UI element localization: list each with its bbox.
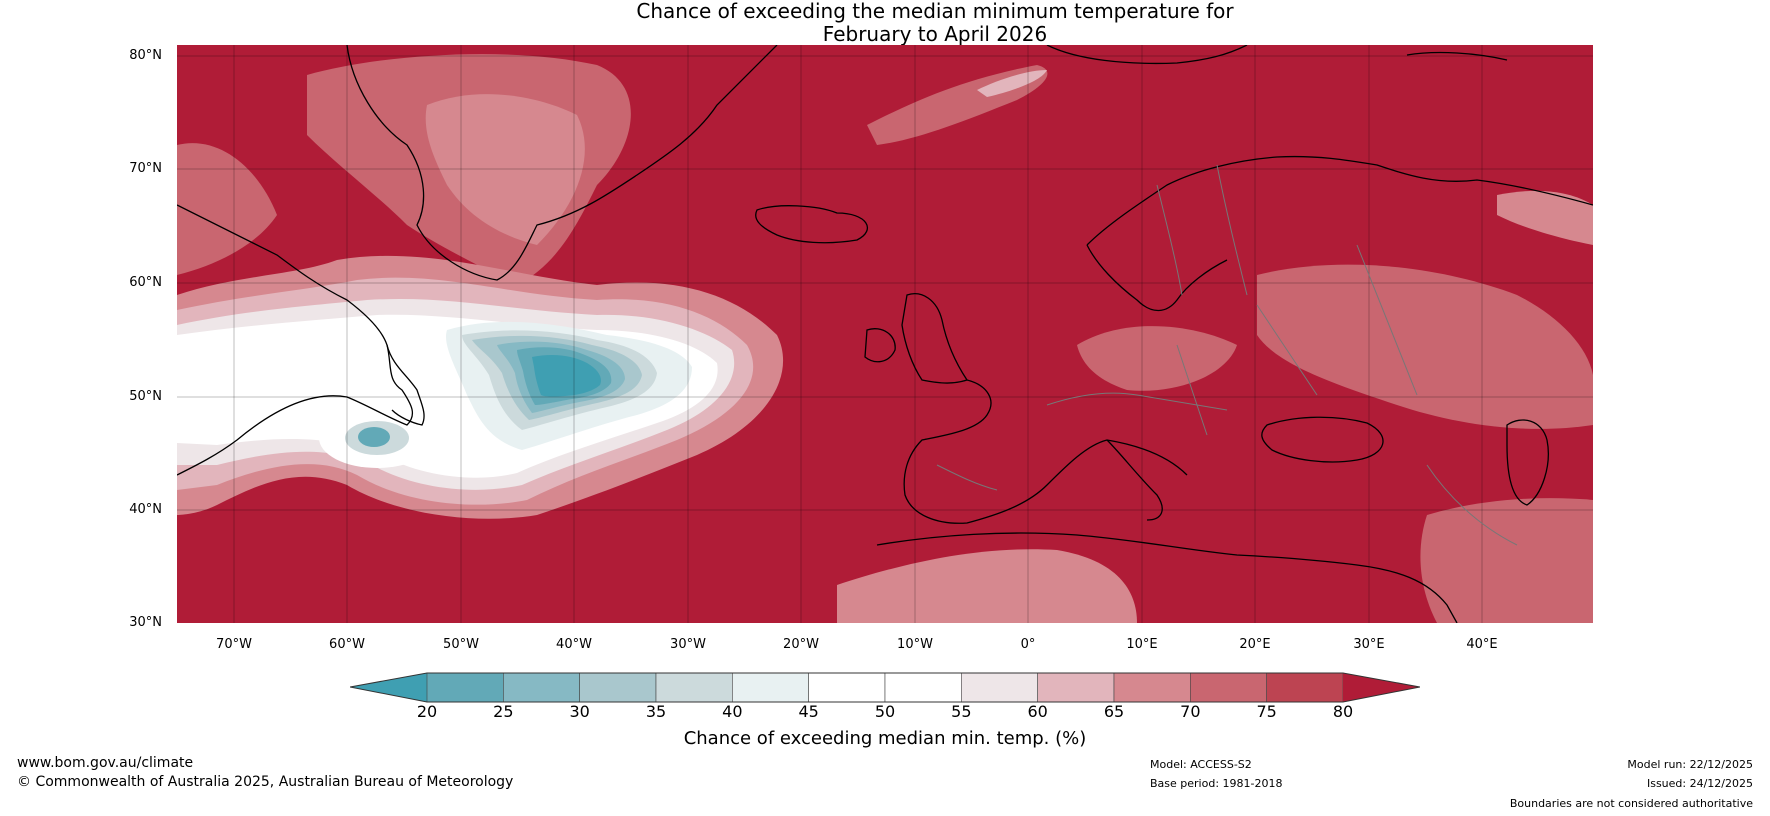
lat-label-70n: 70°N [129,161,162,176]
colorbar-segment [808,672,886,703]
colorbar-segment [1113,672,1191,703]
colorbar [350,672,1420,703]
footer-base-period: Base period: 1981-2018 [1150,777,1283,790]
colorbar-tick-label: 45 [798,702,819,721]
colorbar-tick-label: 20 [416,702,438,721]
colorbar-tick-label: 50 [874,702,896,721]
colorbar-segment [1266,672,1344,703]
colorbar-tick-label: 65 [1103,702,1125,721]
colorbar-tick-label: 70 [1180,702,1201,721]
lat-label-30n: 30°N [129,615,162,630]
country-borders [936,164,1518,546]
region-mideast-light [1420,498,1593,623]
title-line-1: Chance of exceeding the median minimum t… [636,0,1234,23]
region-canada-lighter [177,143,277,275]
footer-website: www.bom.gov.au/climate [17,755,194,771]
region-east-europe-light [1257,264,1593,429]
colorbar-outline [350,672,1420,703]
footer-issued: Issued: 24/12/2025 [1646,777,1753,790]
colorbar-segment [961,672,1038,703]
colorbar-segment [884,672,962,703]
colorbar-tick-label: 80 [1332,702,1354,721]
colorbar-label: Chance of exceeding median min. temp. (%… [683,728,1087,749]
lon-label-20e: 20°E [1239,637,1271,652]
lon-label-10w: 10°W [897,637,933,652]
colorbar-tick-label: 60 [1027,702,1048,721]
lon-label-50w: 50°W [443,637,479,652]
region-arctic-streak-light [977,70,1047,97]
lon-label-40e: 40°E [1466,637,1498,652]
region-europe-light [1077,326,1237,391]
colorbar-segment [503,672,580,703]
lat-label-80n: 80°N [129,48,162,63]
region-russia-light [1497,190,1593,245]
region-blob-blue [358,427,390,447]
region-atlantic-20 [532,355,601,397]
colorbar-extend-high [1343,673,1420,702]
colorbar-extend-low [350,673,427,702]
footer-disclaimer: Boundaries are not considered authoritat… [1509,797,1753,810]
lon-label-60w: 60°W [329,637,365,652]
lon-label-10e: 10°E [1126,637,1158,652]
colorbar-tick-label: 55 [951,702,972,721]
footer-model: Model: ACCESS-S2 [1150,758,1252,771]
footer-model-run: Model run: 22/12/2025 [1627,758,1753,771]
lat-label-60n: 60°N [129,275,162,290]
lon-label-30e: 30°E [1353,637,1385,652]
coastlines [177,45,1593,623]
colorbar-segment [1190,672,1267,703]
lon-label-70w: 70°W [216,637,252,652]
lat-label-40n: 40°N [129,502,162,517]
colorbar-segment [426,672,504,703]
lon-label-0: 0° [1020,637,1036,652]
chart-title: Chance of exceeding the median minimum t… [0,0,1770,46]
colorbar-segment [1037,672,1115,703]
colorbar-tick-label: 25 [493,702,514,721]
lat-label-50n: 50°N [129,389,162,404]
colorbar-segment [655,672,733,703]
lon-label-30w: 30°W [670,637,706,652]
colorbar-tick-label: 35 [645,702,667,721]
region-africa-light [837,549,1137,623]
region-greenland-light [425,94,585,245]
title-line-2: February to April 2026 [822,22,1048,46]
colorbar-tick-label: 30 [569,702,590,721]
colorbar-segment [579,672,657,703]
footer-copyright: © Commonwealth of Australia 2025, Austra… [17,774,514,790]
lon-label-40w: 40°W [556,637,592,652]
lon-label-20w: 20°W [783,637,819,652]
colorbar-tick-label: 75 [1256,702,1277,721]
forecast-map [177,45,1593,623]
colorbar-segment [732,672,809,703]
colorbar-tick-label: 40 [722,702,743,721]
graticule [177,45,1593,623]
